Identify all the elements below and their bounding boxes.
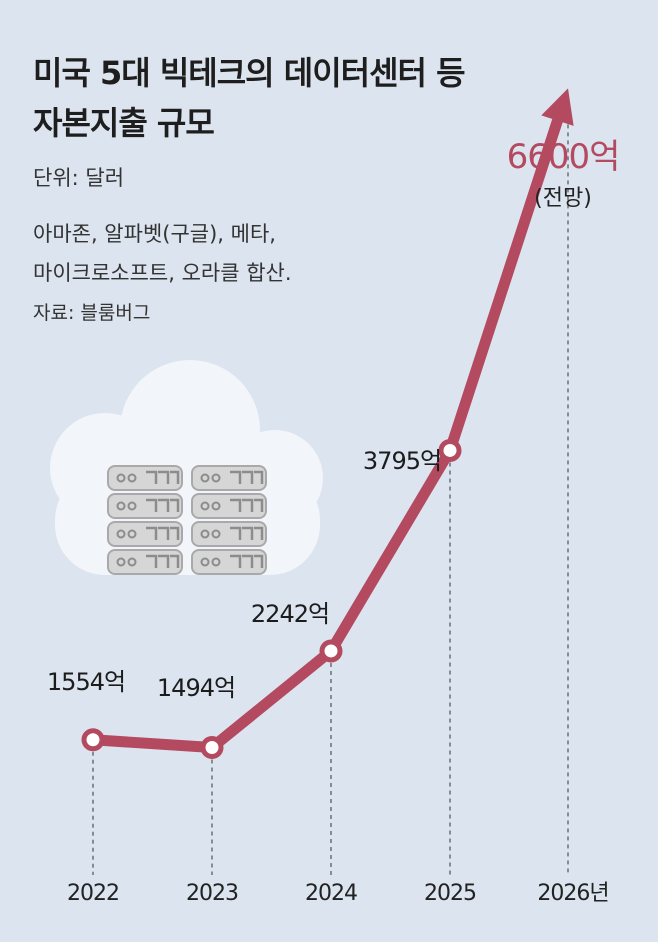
- projection-note: (전망): [534, 186, 592, 211]
- unit-label: 단위: 달러: [33, 166, 125, 190]
- value-label-2025: 3795억: [363, 447, 441, 475]
- value-label-2023: 1494억: [157, 674, 235, 702]
- data-point-2024: [319, 639, 343, 663]
- x-tick-2024: 2024: [305, 881, 357, 906]
- data-points: [81, 438, 462, 760]
- footnote-line-2: 마이크로소프트, 오라클 합산.: [33, 261, 292, 285]
- value-label-2026: 6600억: [507, 137, 620, 177]
- footnote-line-1: 아마존, 알파벳(구글), 메타,: [33, 222, 276, 246]
- title-line-1: 미국 5대 빅테크의 데이터센터 등: [33, 54, 466, 92]
- data-point-2022: [81, 728, 105, 752]
- x-tick-2022: 2022: [67, 881, 119, 906]
- footnote: 아마존, 알파벳(구글), 메타, 마이크로소프트, 오라클 합산.: [33, 215, 292, 293]
- value-label-2022: 1554억: [47, 668, 125, 696]
- x-tick-2023: 2023: [186, 881, 238, 906]
- guide-lines: [92, 100, 569, 875]
- value-labels: 1554억 1494억 2242억 3795억 6600억 (전망): [47, 137, 620, 702]
- data-point-2025: [438, 438, 462, 462]
- x-tick-2025: 2025: [424, 881, 476, 906]
- arrow-head: [541, 88, 574, 126]
- source-label: 자료: 블룸버그: [33, 302, 151, 324]
- data-point-2023: [200, 736, 224, 760]
- chart-title: 미국 5대 빅테크의 데이터센터 등 자본지출 규모: [33, 48, 466, 148]
- cloud-icon: [50, 360, 323, 575]
- cloud-illustration: [50, 360, 323, 576]
- x-axis-labels: 2022 2023 2024 2025 2026년: [67, 881, 610, 906]
- x-tick-2026: 2026년: [537, 881, 608, 906]
- title-line-2: 자본지출 규모: [33, 104, 215, 142]
- value-label-2024: 2242억: [251, 600, 329, 628]
